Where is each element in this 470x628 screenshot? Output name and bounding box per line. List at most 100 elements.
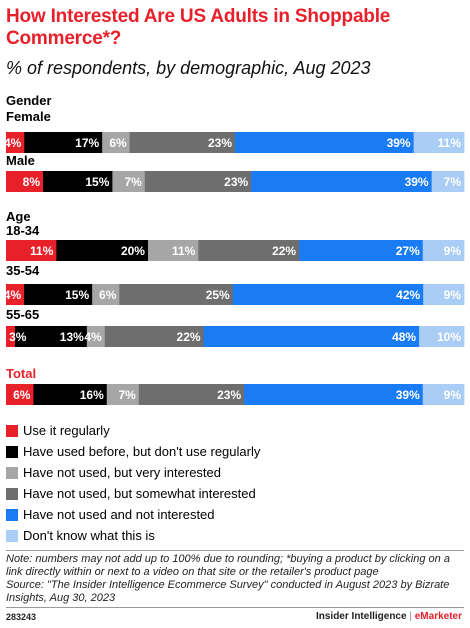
data-label: 17% [75, 136, 99, 150]
bar-segment [419, 326, 465, 347]
bar-segment [203, 326, 420, 347]
bar-segment [138, 384, 245, 405]
data-label: 39% [405, 175, 429, 189]
data-label: 7% [444, 175, 462, 189]
row-label: Male [6, 153, 35, 168]
legend-label: Use it regularly [23, 423, 110, 438]
data-label: 15% [65, 288, 89, 302]
bar-segment [86, 326, 106, 347]
legend-label: Have not used and not interested [23, 507, 215, 522]
data-label: 27% [396, 244, 420, 258]
bar-segment [28, 326, 88, 347]
bar-segment [198, 240, 300, 261]
bar-segment [104, 326, 204, 347]
chart-title: How Interested Are US Adults in Shoppabl… [6, 6, 391, 49]
bar-segment [6, 171, 44, 192]
data-label: 13% [60, 330, 84, 344]
data-label: 11% [172, 244, 196, 258]
data-label: 6% [109, 136, 127, 150]
footnote: Note: numbers may not add up to 100% due… [6, 553, 462, 605]
bar-segment [232, 284, 424, 305]
bar-segment [422, 384, 465, 405]
legend-swatch [6, 467, 18, 479]
bar-segment [43, 171, 113, 192]
bar-segment [413, 132, 465, 153]
data-label: 15% [85, 175, 109, 189]
bar-segment [24, 132, 103, 153]
row-label: Female [6, 109, 51, 124]
footnote-source: Source: "The Insider Intelligence Ecomme… [6, 579, 450, 604]
bar-segment [14, 326, 29, 347]
data-label: 23% [208, 136, 232, 150]
chart-id: 283243 [6, 612, 37, 622]
note-divider [6, 550, 464, 551]
data-label: 7% [118, 388, 136, 402]
legend-label: Have not used, but somewhat interested [23, 486, 256, 501]
data-label: 42% [396, 288, 420, 302]
group-label: Gender [6, 93, 52, 108]
bar-segment [92, 284, 120, 305]
row-label: 35-54 [6, 263, 40, 278]
bar-segment [144, 171, 252, 192]
data-label: 39% [387, 136, 411, 150]
bar-segment [6, 132, 25, 153]
data-label: 22% [272, 244, 296, 258]
bar-segment [251, 171, 433, 192]
bar-segment [6, 284, 25, 305]
row-label: 55-65 [6, 307, 39, 322]
data-label: 11% [438, 136, 462, 150]
data-label: 10% [437, 330, 461, 344]
legend-swatch [6, 530, 18, 542]
bar-segment [56, 240, 149, 261]
bar-segment [112, 171, 146, 192]
legend-swatch [6, 425, 18, 437]
footnote-note: Note: numbers may not add up to 100% due… [6, 553, 450, 578]
bar-segment [422, 240, 465, 261]
brand-separator: | [409, 611, 412, 622]
data-label: 9% [444, 388, 462, 402]
data-label: 23% [224, 175, 248, 189]
data-label: 25% [206, 288, 230, 302]
data-label: 48% [392, 330, 416, 344]
bar-segment [6, 384, 34, 405]
bar-segment [129, 132, 236, 153]
data-label: 8% [23, 175, 41, 189]
brand-emarketer: eMarketer [414, 611, 462, 622]
data-label: 4% [4, 288, 22, 302]
bar-segment [299, 240, 424, 261]
data-label: 9% [444, 244, 462, 258]
group-label: Age [6, 209, 31, 224]
legend-label: Have used before, but don't use regularl… [23, 444, 261, 459]
bar-segment [119, 284, 234, 305]
brand-insider: Insider Intelligence [315, 611, 407, 622]
data-label: 11% [30, 244, 54, 258]
data-label: 6% [99, 288, 117, 302]
bar-segment [6, 240, 57, 261]
data-label: 4% [84, 330, 102, 344]
data-label: 6% [13, 388, 31, 402]
bar-segment [423, 284, 465, 305]
footer-divider [6, 607, 464, 608]
bar-segment [106, 384, 140, 405]
data-label: 7% [124, 175, 142, 189]
data-label: 39% [396, 388, 420, 402]
legend-swatch [6, 446, 18, 458]
data-label: 23% [217, 388, 241, 402]
legend-swatch [6, 488, 18, 500]
data-label: 22% [177, 330, 201, 344]
chart-subtitle: % of respondents, by demographic, Aug 20… [6, 58, 371, 78]
bar-segment [102, 132, 131, 153]
data-label: 3% [9, 330, 27, 344]
bar-segment [33, 384, 108, 405]
bar-segment [6, 326, 16, 347]
brand: Insider Intelligence | eMarketer [316, 611, 462, 622]
bar-segment [147, 240, 199, 261]
legend-label: Don't know what this is [23, 528, 155, 543]
bar-segment [24, 284, 93, 305]
data-label: 16% [80, 388, 104, 402]
data-label: 20% [121, 244, 145, 258]
row-label: 18-34 [6, 223, 40, 238]
data-label: 4% [4, 136, 22, 150]
